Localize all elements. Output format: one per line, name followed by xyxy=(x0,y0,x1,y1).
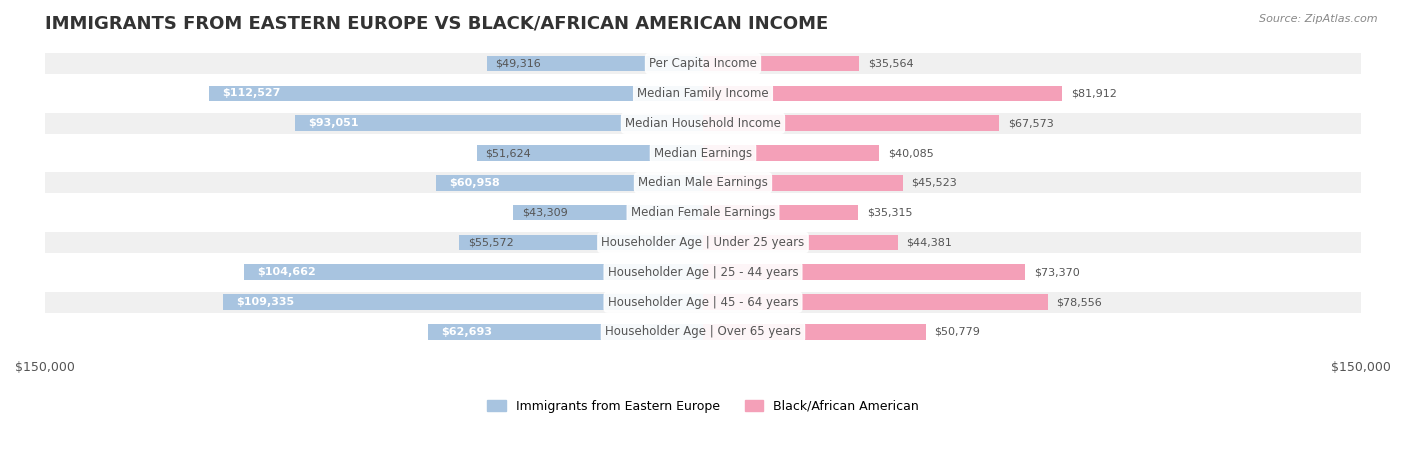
Legend: Immigrants from Eastern Europe, Black/African American: Immigrants from Eastern Europe, Black/Af… xyxy=(482,395,924,418)
Text: IMMIGRANTS FROM EASTERN EUROPE VS BLACK/AFRICAN AMERICAN INCOME: IMMIGRANTS FROM EASTERN EUROPE VS BLACK/… xyxy=(45,15,828,33)
Bar xyxy=(436,175,703,191)
Bar xyxy=(45,202,1361,223)
Text: $50,779: $50,779 xyxy=(935,327,980,337)
Bar xyxy=(45,113,1361,134)
Text: $55,572: $55,572 xyxy=(468,238,513,248)
Bar xyxy=(703,205,858,220)
Bar xyxy=(703,85,1063,101)
Text: Householder Age | 25 - 44 years: Householder Age | 25 - 44 years xyxy=(607,266,799,279)
Text: Median Male Earnings: Median Male Earnings xyxy=(638,177,768,189)
Text: Source: ZipAtlas.com: Source: ZipAtlas.com xyxy=(1260,14,1378,24)
Text: Median Earnings: Median Earnings xyxy=(654,147,752,160)
Text: $35,564: $35,564 xyxy=(868,58,914,69)
Text: $62,693: $62,693 xyxy=(441,327,492,337)
Bar xyxy=(703,175,903,191)
Text: $109,335: $109,335 xyxy=(236,297,295,307)
Text: $40,085: $40,085 xyxy=(887,148,934,158)
Bar xyxy=(224,294,703,310)
Bar xyxy=(45,53,1361,74)
Bar xyxy=(295,115,703,131)
Text: Householder Age | 45 - 64 years: Householder Age | 45 - 64 years xyxy=(607,296,799,309)
Text: $43,309: $43,309 xyxy=(522,208,568,218)
Text: Median Household Income: Median Household Income xyxy=(626,117,780,130)
Bar xyxy=(209,85,703,101)
Text: $45,523: $45,523 xyxy=(911,178,957,188)
Bar xyxy=(45,292,1361,312)
Bar xyxy=(45,172,1361,193)
Bar xyxy=(45,232,1361,253)
Text: $60,958: $60,958 xyxy=(449,178,499,188)
Bar xyxy=(703,294,1047,310)
Bar xyxy=(45,262,1361,283)
Text: $93,051: $93,051 xyxy=(308,118,359,128)
Bar xyxy=(703,115,1000,131)
Bar xyxy=(703,145,879,161)
Text: $44,381: $44,381 xyxy=(907,238,952,248)
Text: $51,624: $51,624 xyxy=(485,148,531,158)
Text: $104,662: $104,662 xyxy=(257,267,316,277)
Text: $67,573: $67,573 xyxy=(1008,118,1054,128)
Text: Median Family Income: Median Family Income xyxy=(637,87,769,100)
Bar xyxy=(45,142,1361,163)
Text: Householder Age | Under 25 years: Householder Age | Under 25 years xyxy=(602,236,804,249)
Bar xyxy=(427,324,703,340)
Text: Per Capita Income: Per Capita Income xyxy=(650,57,756,70)
Bar xyxy=(45,321,1361,342)
Text: $49,316: $49,316 xyxy=(495,58,541,69)
Bar xyxy=(703,324,925,340)
Bar xyxy=(703,234,897,250)
Bar xyxy=(703,264,1025,280)
Text: Median Female Earnings: Median Female Earnings xyxy=(631,206,775,219)
Bar xyxy=(477,145,703,161)
Text: $112,527: $112,527 xyxy=(222,88,281,99)
Bar xyxy=(513,205,703,220)
Bar xyxy=(243,264,703,280)
Text: $73,370: $73,370 xyxy=(1033,267,1080,277)
Text: $35,315: $35,315 xyxy=(866,208,912,218)
Text: $81,912: $81,912 xyxy=(1071,88,1116,99)
Bar xyxy=(486,56,703,71)
Bar xyxy=(460,234,703,250)
Text: $78,556: $78,556 xyxy=(1056,297,1102,307)
Bar xyxy=(45,83,1361,104)
Text: Householder Age | Over 65 years: Householder Age | Over 65 years xyxy=(605,325,801,339)
Bar xyxy=(703,56,859,71)
